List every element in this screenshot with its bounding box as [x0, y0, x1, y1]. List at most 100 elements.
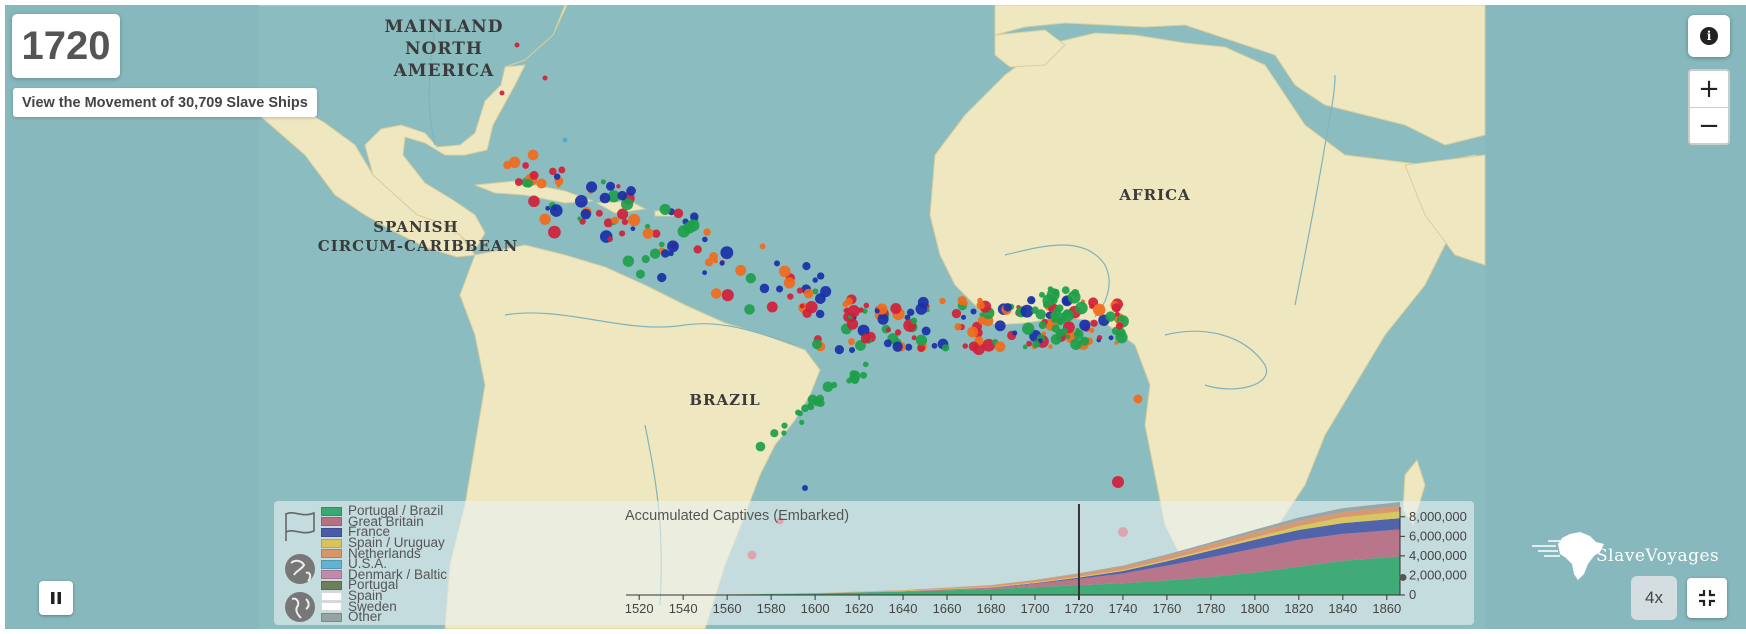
ship-marker[interactable] — [644, 223, 651, 230]
ship-marker[interactable] — [917, 344, 926, 353]
ship-marker[interactable] — [961, 314, 967, 320]
ship-marker[interactable] — [1080, 336, 1090, 346]
ship-marker[interactable] — [649, 248, 661, 259]
ship-marker[interactable] — [1133, 394, 1143, 404]
ship-marker[interactable] — [834, 345, 844, 355]
ship-marker[interactable] — [617, 190, 628, 201]
ship-marker[interactable] — [1035, 309, 1046, 320]
ship-marker[interactable] — [976, 301, 985, 310]
ship-marker[interactable] — [759, 243, 766, 250]
ship-marker[interactable] — [830, 381, 838, 389]
ship-marker[interactable] — [781, 430, 787, 436]
ship-marker[interactable] — [657, 272, 667, 283]
zoom-in-button[interactable]: + — [1690, 71, 1728, 108]
ship-marker[interactable] — [721, 289, 734, 302]
ship-marker[interactable] — [539, 213, 551, 225]
ship-marker[interactable] — [781, 422, 788, 429]
ship-marker[interactable] — [1022, 344, 1028, 350]
flag-icon[interactable] — [285, 511, 315, 541]
ship-markers[interactable] — [499, 42, 1143, 560]
ship-marker[interactable] — [770, 429, 779, 438]
ship-marker[interactable] — [849, 370, 858, 379]
ship-marker[interactable] — [536, 178, 547, 189]
ship-marker[interactable] — [787, 293, 794, 300]
ship-marker[interactable] — [1115, 322, 1124, 330]
ship-marker[interactable] — [774, 260, 781, 267]
ship-marker[interactable] — [599, 192, 611, 204]
ship-marker[interactable] — [801, 404, 809, 413]
ship-marker[interactable] — [745, 273, 757, 284]
ship-marker[interactable] — [968, 341, 979, 352]
ship-marker[interactable] — [954, 323, 962, 331]
ship-marker[interactable] — [1090, 319, 1098, 327]
ship-marker[interactable] — [886, 327, 891, 333]
ship-marker[interactable] — [607, 236, 613, 242]
legend-item[interactable]: Portugal — [321, 578, 481, 592]
ship-marker[interactable] — [710, 288, 722, 299]
ship-marker[interactable] — [617, 208, 629, 220]
ship-marker[interactable] — [702, 270, 708, 276]
legend-item[interactable]: Spain / Uruguay — [321, 536, 481, 549]
legend-item[interactable]: Netherlands — [321, 546, 481, 560]
view-movement-link[interactable]: View the Movement of 30,709 Slave Ships — [13, 88, 317, 117]
ship-marker[interactable] — [796, 287, 804, 294]
ship-marker[interactable] — [1096, 335, 1103, 341]
ship-marker[interactable] — [744, 304, 755, 315]
ship-marker[interactable] — [1050, 315, 1059, 323]
ship-marker[interactable] — [915, 334, 928, 346]
ship-marker[interactable] — [1003, 303, 1012, 312]
ship-marker[interactable] — [529, 170, 539, 180]
ship-marker[interactable] — [820, 286, 832, 298]
ship-marker[interactable] — [673, 208, 684, 219]
zoom-out-button[interactable]: − — [1698, 111, 1720, 141]
ship-marker[interactable] — [687, 219, 700, 232]
ship-marker[interactable] — [802, 308, 812, 319]
ship-marker[interactable] — [766, 301, 778, 313]
ship-marker[interactable] — [693, 245, 702, 254]
ship-marker[interactable] — [877, 313, 889, 325]
speed-button[interactable]: 4x — [1631, 576, 1677, 620]
ship-marker[interactable] — [755, 441, 766, 452]
ship-marker[interactable] — [522, 162, 529, 169]
ship-marker[interactable] — [577, 216, 582, 221]
ship-marker[interactable] — [658, 241, 665, 248]
ship-marker[interactable] — [815, 309, 825, 319]
ship-marker[interactable] — [1079, 319, 1091, 331]
ship-marker[interactable] — [606, 181, 616, 191]
ship-marker[interactable] — [802, 262, 811, 271]
ship-marker[interactable] — [848, 338, 855, 345]
legend-item[interactable]: Other — [321, 610, 481, 623]
ship-marker[interactable] — [1052, 288, 1060, 297]
ship-marker[interactable] — [1063, 309, 1072, 318]
ship-marker[interactable] — [941, 344, 950, 352]
ship-marker[interactable] — [528, 195, 540, 208]
ship-marker[interactable] — [508, 156, 521, 169]
ship-marker[interactable] — [626, 186, 636, 196]
ship-marker[interactable] — [979, 312, 985, 317]
ship-marker[interactable] — [799, 419, 805, 425]
ship-marker[interactable] — [558, 166, 566, 174]
ship-marker[interactable] — [994, 341, 1006, 352]
globe-americas-icon[interactable] — [285, 592, 315, 622]
ship-marker[interactable] — [890, 303, 902, 315]
ship-marker[interactable] — [1111, 303, 1121, 313]
ship-marker[interactable] — [802, 485, 808, 491]
ship-marker[interactable] — [1055, 304, 1064, 313]
ship-marker[interactable] — [1042, 301, 1050, 309]
ship-marker[interactable] — [527, 149, 539, 161]
ship-marker[interactable] — [1032, 340, 1040, 348]
ship-marker[interactable] — [910, 317, 918, 325]
ship-marker[interactable] — [603, 218, 613, 228]
ship-marker[interactable] — [905, 343, 913, 351]
ship-marker[interactable] — [816, 394, 825, 403]
ship-marker[interactable] — [874, 308, 880, 314]
ship-marker[interactable] — [921, 326, 931, 336]
ship-marker[interactable] — [1108, 335, 1114, 341]
ship-marker[interactable] — [1075, 301, 1088, 315]
ship-marker[interactable] — [622, 255, 635, 267]
ship-marker[interactable] — [1027, 295, 1036, 305]
ship-marker[interactable] — [499, 90, 505, 96]
globe-icon[interactable] — [285, 554, 315, 584]
legend-item[interactable]: Spain — [321, 589, 481, 602]
ship-marker[interactable] — [811, 339, 822, 350]
